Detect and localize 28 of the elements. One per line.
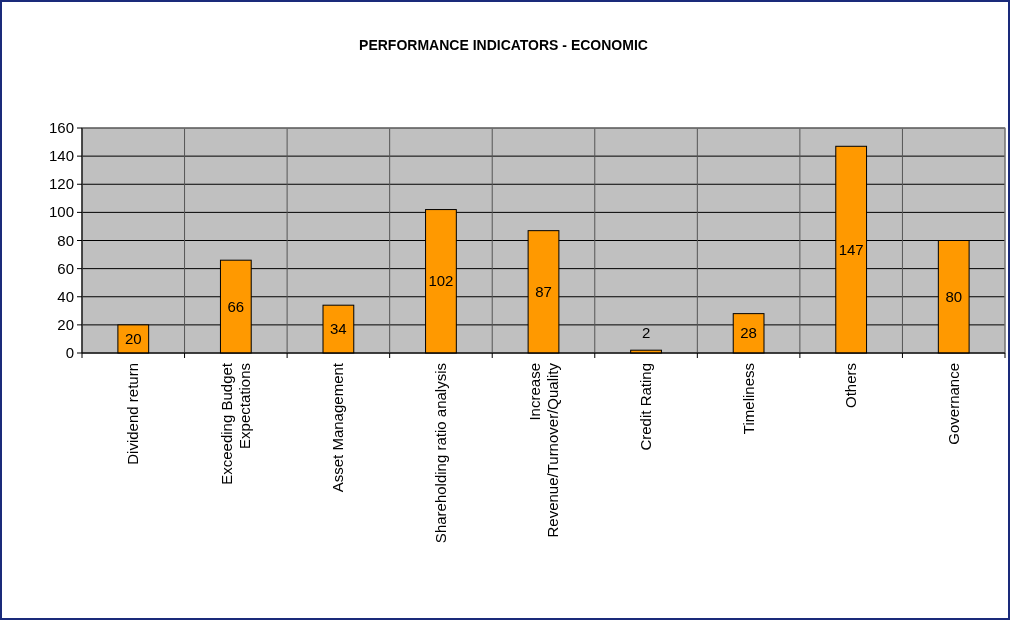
- y-tick-label: 80: [57, 231, 74, 249]
- x-tick-label: Exceeding Budget Expectations: [217, 362, 253, 485]
- x-tick-label: Governance: [944, 363, 962, 445]
- y-tick-label: 40: [57, 287, 74, 305]
- x-tick-label: Timeliness: [739, 363, 757, 435]
- chart-title: PERFORMANCE INDICATORS - ECONOMIC: [359, 37, 648, 53]
- data-label: 28: [740, 324, 757, 342]
- y-tick-label: 0: [65, 344, 74, 361]
- data-label: 20: [124, 329, 142, 347]
- y-tick-label: 60: [57, 259, 74, 277]
- y-tick-label: 100: [48, 203, 74, 221]
- x-tick-label: Others: [842, 363, 860, 409]
- y-tick-label: 140: [48, 147, 74, 165]
- x-tick-label: Dividend return: [124, 363, 142, 465]
- data-label: 34: [330, 320, 347, 338]
- x-tick-label: Asset Management: [329, 362, 347, 493]
- y-tick-label: 20: [57, 315, 74, 333]
- data-label: 2: [641, 324, 651, 342]
- x-tick-label: Shareholding ratio analysis: [431, 363, 449, 544]
- data-label: 147: [838, 240, 864, 258]
- data-label: 80: [945, 287, 963, 305]
- x-tick-label: Credit Rating: [637, 363, 655, 451]
- data-label: 102: [428, 272, 454, 290]
- y-tick-label: 120: [48, 175, 74, 193]
- y-tick-label: 160: [48, 119, 74, 136]
- data-label: 66: [227, 297, 245, 315]
- data-label: 87: [535, 282, 552, 300]
- x-tick-label: Increase Revenue/Turnover/Quality: [525, 362, 561, 538]
